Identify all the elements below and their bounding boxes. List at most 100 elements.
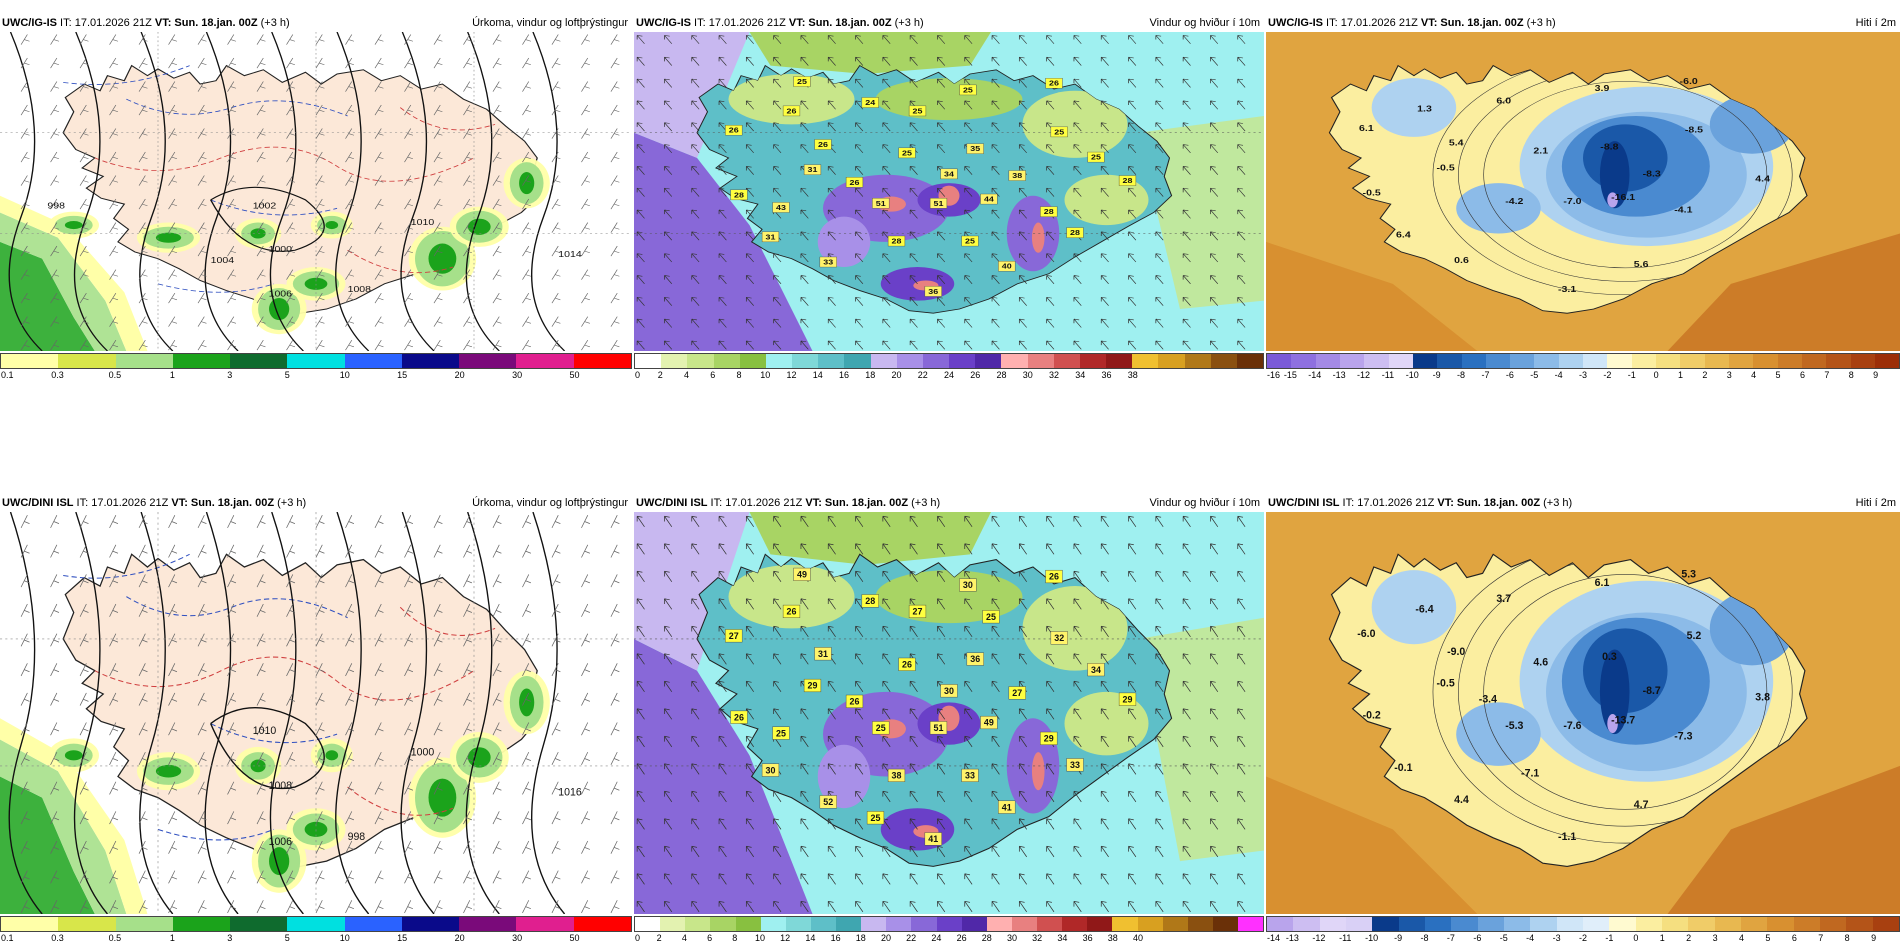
colorbar-swatch xyxy=(1106,354,1133,368)
gust-label-box xyxy=(819,795,837,809)
colorbar-swatch xyxy=(785,917,811,931)
wind-barb xyxy=(522,544,532,558)
wind-barb xyxy=(256,663,266,677)
isobar-label: 1000 xyxy=(269,245,292,255)
colorbar-swatch xyxy=(1534,354,1559,368)
precip-band-edge xyxy=(0,195,148,351)
wind-barb xyxy=(109,722,119,736)
gust-label: 36 xyxy=(928,288,938,296)
wind-arrow xyxy=(1073,166,1082,175)
colorbar-swatch xyxy=(1753,354,1778,368)
wind-arrow xyxy=(800,900,809,913)
wind-barb xyxy=(286,269,296,280)
wind-zone-moderate xyxy=(634,32,750,158)
wind-arrow xyxy=(664,598,673,610)
colorbar-tick-label: 28 xyxy=(996,370,1007,380)
gust-core xyxy=(1031,752,1045,791)
wind-arrow xyxy=(691,515,700,528)
wind-arrow xyxy=(1182,56,1191,66)
temperature-label: 3.7 xyxy=(1496,593,1511,605)
wind-barb xyxy=(463,692,473,706)
colorbar-swatch xyxy=(661,354,688,368)
colorbar-tick-label: 22 xyxy=(906,933,917,943)
gust-label: 34 xyxy=(1091,665,1101,675)
wind-barb xyxy=(109,57,119,69)
wind-barb xyxy=(197,81,207,92)
wind-barb xyxy=(197,781,207,795)
temperature-label: -5.3 xyxy=(1505,720,1523,732)
gust-label: 28 xyxy=(865,596,875,606)
colorbar-swatch xyxy=(949,354,976,368)
wind-barb xyxy=(551,692,561,706)
wind-barb xyxy=(227,316,237,327)
wind-arrow xyxy=(745,515,755,528)
wind-arrow xyxy=(1237,231,1246,241)
wind-arrow xyxy=(1018,873,1028,885)
wind-barb xyxy=(197,574,207,588)
wind-barb xyxy=(610,692,620,706)
wind-barb xyxy=(197,900,207,914)
wind-arrow xyxy=(827,763,836,775)
wind-arrow xyxy=(909,873,918,885)
wind-barb xyxy=(433,870,443,884)
wind-arrow xyxy=(1046,900,1055,913)
wind-arrow xyxy=(636,56,645,66)
wind-barb xyxy=(197,151,207,163)
precip-blob-core xyxy=(519,688,535,717)
run-info: UWC/IG-IS IT: 17.01.2026 21Z VT: Sun. 18… xyxy=(1268,14,1556,32)
colorbar-tick-label: -4 xyxy=(1526,933,1535,943)
temperature-label: -9.0 xyxy=(1447,646,1465,658)
wind-barb xyxy=(138,292,148,304)
wind-arrow xyxy=(827,78,836,88)
gust-label-box xyxy=(1087,151,1105,163)
wind-barb xyxy=(404,781,414,795)
wind-arrow xyxy=(745,625,755,638)
wind-arrow xyxy=(882,735,891,748)
wind-barb xyxy=(138,544,148,558)
wind-barb xyxy=(20,544,30,558)
wind-barb xyxy=(433,269,443,280)
wind-barb xyxy=(138,692,148,706)
isobar-closed xyxy=(210,707,325,789)
wind-arrow xyxy=(909,275,918,285)
wind-arrow xyxy=(691,187,700,197)
wind-arrow xyxy=(800,56,809,66)
temperature-patch xyxy=(1456,183,1541,234)
wind-arrow xyxy=(1128,625,1137,638)
gust-label: 28 xyxy=(1070,229,1080,237)
wind-arrow xyxy=(1073,100,1082,110)
temperature-label: 5.6 xyxy=(1634,260,1649,270)
wind-barb xyxy=(79,544,89,558)
valid-time: VT: Sun. 18.jan. 00Z xyxy=(1437,497,1541,509)
wind-arrow xyxy=(882,845,891,858)
wind-barb xyxy=(404,544,414,558)
isotherm xyxy=(1432,65,1808,296)
wind-arrow xyxy=(636,625,645,638)
isobar xyxy=(139,32,174,351)
colorbar-tick-label: 0.1 xyxy=(1,933,14,943)
colorbar-swatch xyxy=(1,354,59,368)
wind-barb xyxy=(374,751,384,766)
colorbar-swatch xyxy=(1158,354,1185,368)
wind-barb xyxy=(345,151,355,163)
wind-arrow xyxy=(1237,845,1246,858)
wind-arrow xyxy=(636,166,645,175)
wind-barb xyxy=(374,104,384,116)
wind-arrow xyxy=(1073,598,1082,610)
wind-barb xyxy=(256,128,266,139)
wind-arrow xyxy=(1155,543,1164,555)
wind-arrow xyxy=(991,144,1000,154)
wind-barb xyxy=(433,339,443,351)
isobar xyxy=(465,32,500,351)
wind-arrow xyxy=(664,100,673,110)
gust-label-box xyxy=(1008,686,1026,700)
colorbar-swatch xyxy=(1267,917,1294,931)
gust-label-box xyxy=(887,768,906,782)
temperature-field xyxy=(1371,554,1808,844)
wind-barb xyxy=(581,222,591,233)
wind-arrow xyxy=(1100,845,1109,858)
wind-arrow xyxy=(1018,296,1028,306)
gust-label: 51 xyxy=(934,723,944,733)
colorbar-swatch xyxy=(1079,354,1107,368)
wind-barb xyxy=(138,603,148,617)
